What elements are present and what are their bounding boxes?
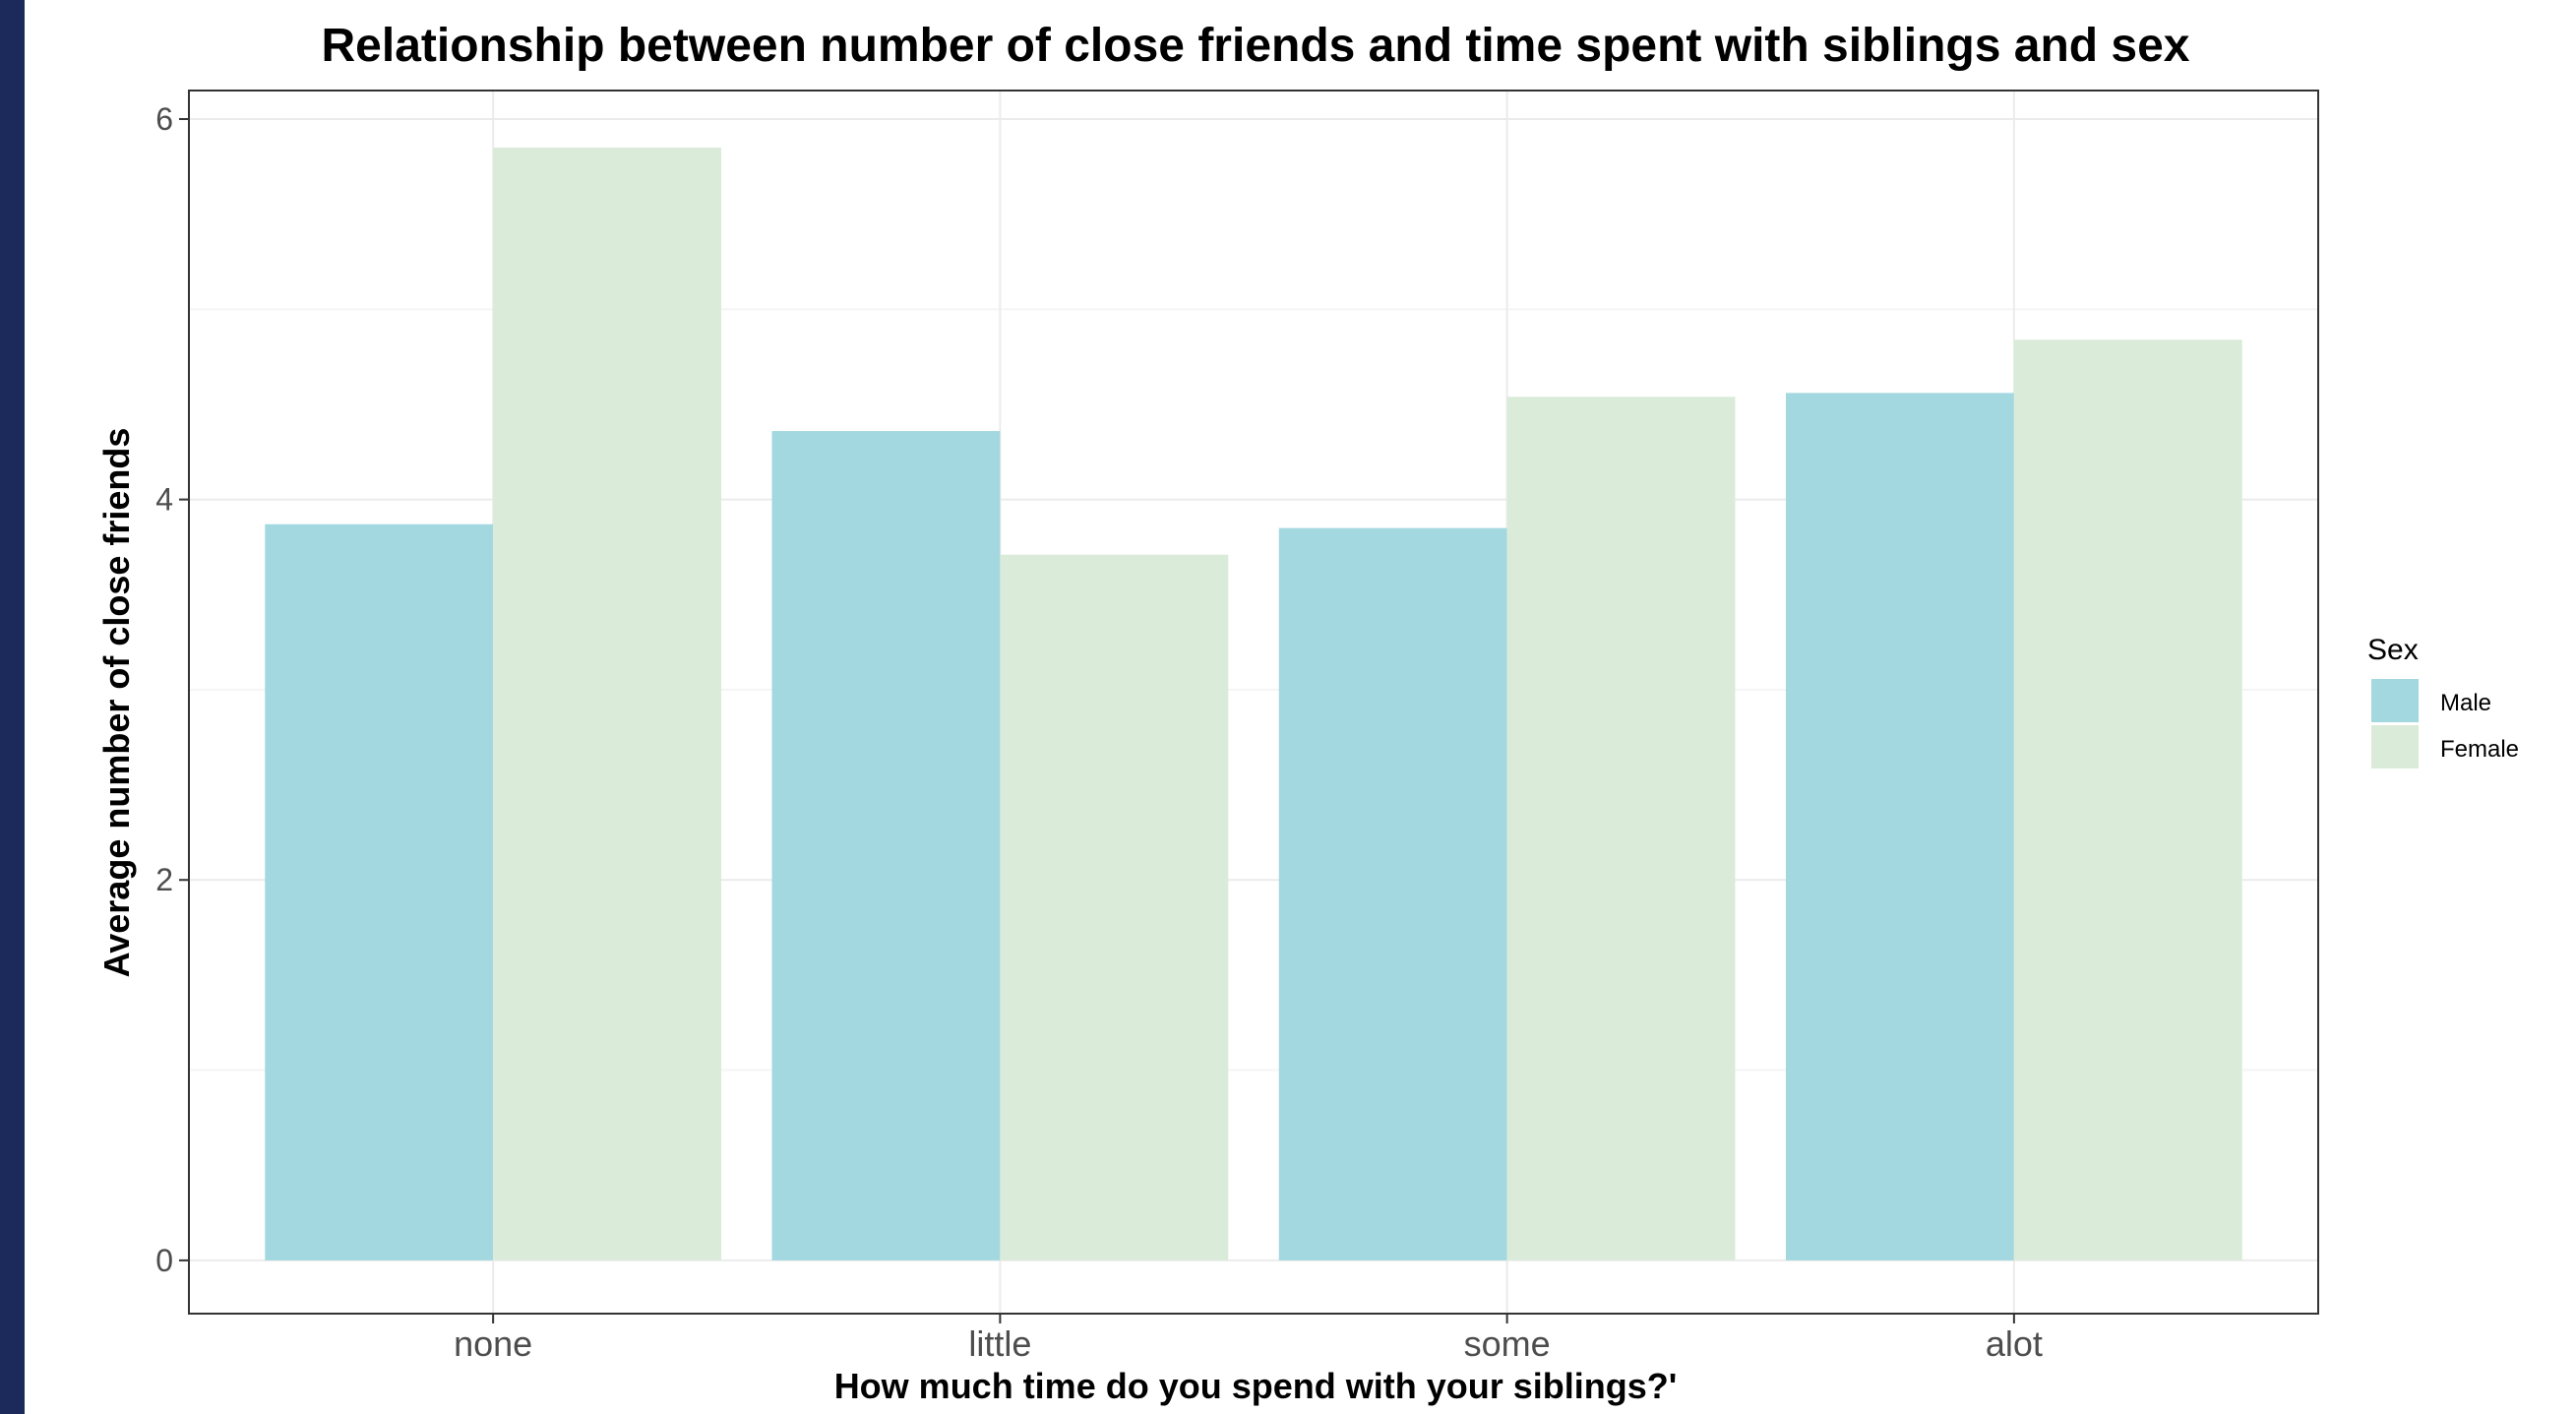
bar-female-none: [493, 147, 721, 1260]
bar-female-alot: [2013, 339, 2242, 1260]
y-axis-title: Average number of close friends: [96, 428, 137, 978]
panel-border: [188, 90, 2319, 1315]
x-tick-label-some: some: [1464, 1323, 1551, 1364]
bar-female-some: [1506, 397, 1736, 1260]
axis-layer: 0 2 4 6 none little some alot: [155, 101, 2043, 1364]
legend-label-female: Female: [2440, 736, 2519, 763]
legend-swatch-female: [2371, 725, 2419, 768]
bars-layer: [265, 147, 2242, 1260]
bar-female-little: [1000, 554, 1229, 1260]
bar-male-some: [1278, 527, 1507, 1260]
legend-swatch-male: [2371, 679, 2419, 722]
x-tick-label-alot: alot: [1986, 1323, 2043, 1364]
x-tick-label-none: none: [454, 1323, 532, 1364]
legend: Sex Male Female: [2367, 634, 2519, 768]
y-tick-label: 0: [155, 1243, 173, 1278]
bar-male-alot: [1786, 393, 2014, 1260]
legend-label-male: Male: [2440, 690, 2491, 716]
legend-items: Male Female: [2371, 679, 2519, 768]
legend-title: Sex: [2367, 634, 2419, 666]
chart-title: Relationship between number of close fri…: [322, 20, 2190, 72]
x-axis-title: How much time do you spend with your sib…: [834, 1366, 1678, 1406]
bar-male-little: [771, 431, 1001, 1260]
y-tick-label: 4: [155, 482, 173, 518]
bar-male-none: [265, 523, 494, 1260]
y-tick-label: 6: [155, 101, 173, 137]
y-tick-label: 2: [155, 862, 173, 897]
x-tick-label-little: little: [968, 1323, 1031, 1364]
left-stripe: [0, 0, 25, 1414]
